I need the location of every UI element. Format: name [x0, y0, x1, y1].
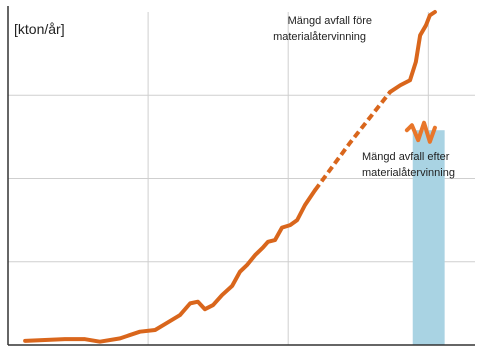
- annotation: materialåtervinning: [273, 31, 366, 43]
- annotation: Mängd avfall efter: [362, 151, 450, 163]
- data-line: [23, 188, 318, 344]
- y-axis-label: [kton/år]: [14, 21, 65, 37]
- data-line: [404, 120, 437, 144]
- data-line: [313, 90, 392, 192]
- bar: [412, 130, 445, 345]
- annotation: Mängd avfall före: [288, 15, 372, 27]
- annotation: materialåtervinning: [362, 167, 455, 179]
- data-line: [388, 10, 437, 94]
